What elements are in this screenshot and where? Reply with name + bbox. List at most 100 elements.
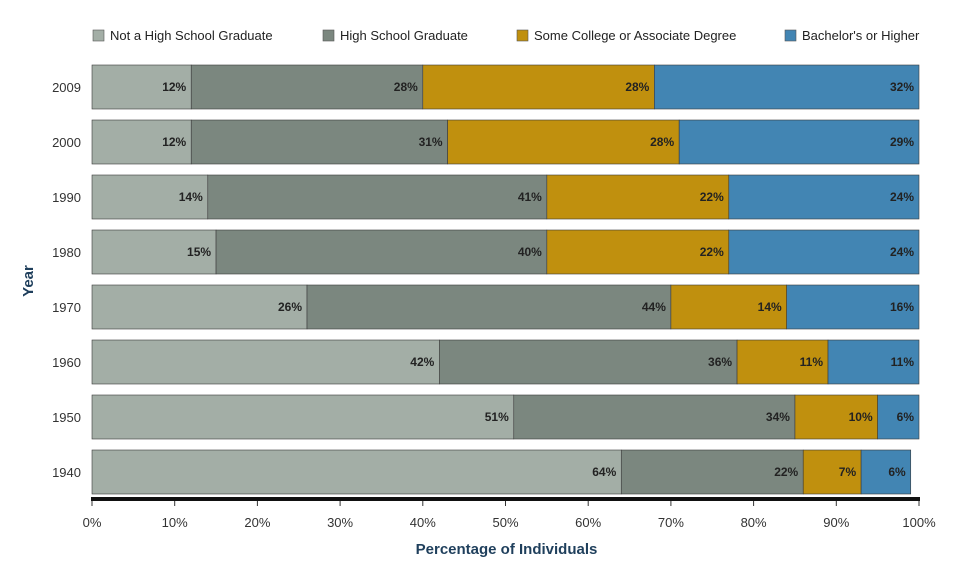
y-tick-label-1950: 1950 <box>52 410 81 425</box>
data-label-1980-not-a-high-school-graduate: 15% <box>187 245 211 259</box>
bar-segment-2009-not-a-high-school-graduate <box>91 64 192 110</box>
bar-row-1990: 14% 41% 22% 24% <box>91 174 920 220</box>
legend-item-bachelor-s-or-higher: Bachelor's or Higher <box>784 28 920 43</box>
y-tick-label-1970: 1970 <box>52 300 81 315</box>
data-label-1970-bachelor-s-or-higher: 16% <box>890 300 914 314</box>
bar-segment-1980-not-a-high-school-graduate <box>91 229 217 275</box>
legend-label: Bachelor's or Higher <box>802 28 920 43</box>
legend-item-high-school-graduate: High School Graduate <box>322 28 468 43</box>
data-label-1960-bachelor-s-or-higher: 11% <box>891 355 915 369</box>
y-tick-label-2009: 2009 <box>52 80 81 95</box>
y-axis-title: Year <box>20 265 37 297</box>
bar-segment-1940-bachelor-s-or-higher <box>860 449 912 495</box>
bar-segment-1940-not-a-high-school-graduate <box>91 449 622 495</box>
x-tick-label: 70% <box>658 515 684 530</box>
data-label-1950-not-a-high-school-graduate: 51% <box>485 410 509 424</box>
legend-swatch <box>516 29 529 42</box>
bar-segment-2000-bachelor-s-or-higher <box>678 119 920 165</box>
bar-row-1970: 26% 44% 14% 16% <box>91 284 920 330</box>
bar-segment-1990-some-college-or-associate-degree <box>546 174 730 220</box>
data-label-1970-high-school-graduate: 44% <box>642 300 666 314</box>
data-label-2000-some-college-or-associate-degree: 28% <box>650 135 674 149</box>
bar-segment-1960-bachelor-s-or-higher <box>827 339 920 385</box>
x-tick-label: 50% <box>492 515 518 530</box>
data-label-1990-not-a-high-school-graduate: 14% <box>179 190 203 204</box>
data-label-2009-not-a-high-school-graduate: 12% <box>162 80 186 94</box>
legend-label: Not a High School Graduate <box>110 28 273 43</box>
y-tick-label-1940: 1940 <box>52 465 81 480</box>
x-tick-label: 20% <box>244 515 270 530</box>
bar-segment-2000-some-college-or-associate-degree <box>447 119 680 165</box>
data-label-1960-some-college-or-associate-degree: 11% <box>800 355 824 369</box>
bar-row-2000: 12% 31% 28% 29% <box>91 119 920 165</box>
data-label-1990-bachelor-s-or-higher: 24% <box>890 190 914 204</box>
bar-segment-1950-some-college-or-associate-degree <box>794 394 878 440</box>
data-label-1990-some-college-or-associate-degree: 22% <box>700 190 724 204</box>
bar-segment-1970-high-school-graduate <box>306 284 672 330</box>
data-label-2000-not-a-high-school-graduate: 12% <box>162 135 186 149</box>
x-tick-label: 100% <box>902 515 936 530</box>
bar-row-1940: 64% 22% 7% 6% <box>91 449 912 495</box>
legend-label: High School Graduate <box>340 28 468 43</box>
bar-segment-2000-not-a-high-school-graduate <box>91 119 192 165</box>
data-label-1950-some-college-or-associate-degree: 10% <box>849 410 873 424</box>
x-tick-label: 80% <box>741 515 767 530</box>
legend-item-some-college-or-associate-degree: Some College or Associate Degree <box>516 28 736 43</box>
bar-segment-1940-some-college-or-associate-degree <box>802 449 862 495</box>
bar-segment-2009-bachelor-s-or-higher <box>654 64 920 110</box>
data-label-1940-bachelor-s-or-higher: 6% <box>888 465 906 479</box>
bar-row-1980: 15% 40% 22% 24% <box>91 229 920 275</box>
bar-segment-2009-some-college-or-associate-degree <box>422 64 655 110</box>
bar-segment-1950-high-school-graduate <box>513 394 796 440</box>
bar-segment-1960-not-a-high-school-graduate <box>91 339 440 385</box>
data-label-2000-high-school-graduate: 31% <box>419 135 443 149</box>
bar-segment-1970-some-college-or-associate-degree <box>670 284 787 330</box>
data-label-1950-bachelor-s-or-higher: 6% <box>897 410 915 424</box>
bar-segment-1980-some-college-or-associate-degree <box>546 229 730 275</box>
legend-item-not-a-high-school-graduate: Not a High School Graduate <box>92 28 273 43</box>
data-label-1980-some-college-or-associate-degree: 22% <box>700 245 724 259</box>
x-tick-label: 10% <box>162 515 188 530</box>
bar-segment-1990-high-school-graduate <box>207 174 548 220</box>
bar-segment-1950-bachelor-s-or-higher <box>877 394 920 440</box>
bar-segment-1980-bachelor-s-or-higher <box>728 229 920 275</box>
bar-row-1960: 42% 36% 11% 11% <box>91 339 920 385</box>
y-tick-label-1980: 1980 <box>52 245 81 260</box>
data-label-1980-high-school-graduate: 40% <box>518 245 542 259</box>
bar-segment-1970-bachelor-s-or-higher <box>786 284 920 330</box>
bar-row-2009: 12% 28% 28% 32% <box>91 64 920 110</box>
y-axis-ticks: 2009 2000 1990 1980 1970 1960 1950 1940 <box>52 80 81 480</box>
data-label-1940-not-a-high-school-graduate: 64% <box>592 465 616 479</box>
bar-segment-1960-high-school-graduate <box>439 339 738 385</box>
bar-segment-1950-not-a-high-school-graduate <box>91 394 515 440</box>
bar-segment-2000-high-school-graduate <box>190 119 448 165</box>
data-label-2009-high-school-graduate: 28% <box>394 80 418 94</box>
bar-row-1950: 51% 34% 10% 6% <box>91 394 920 440</box>
y-tick-label-1960: 1960 <box>52 355 81 370</box>
legend: Not a High School Graduate High School Gr… <box>92 28 920 43</box>
bar-segment-1980-high-school-graduate <box>215 229 548 275</box>
x-tick-label: 40% <box>410 515 436 530</box>
legend-swatch <box>322 29 335 42</box>
x-tick-label: 60% <box>575 515 601 530</box>
y-tick-label-1990: 1990 <box>52 190 81 205</box>
data-label-1960-not-a-high-school-graduate: 42% <box>410 355 434 369</box>
legend-label: Some College or Associate Degree <box>534 28 736 43</box>
data-label-1950-high-school-graduate: 34% <box>766 410 790 424</box>
x-tick-label: 30% <box>327 515 353 530</box>
data-label-1980-bachelor-s-or-higher: 24% <box>890 245 914 259</box>
y-tick-label-2000: 2000 <box>52 135 81 150</box>
data-label-1970-not-a-high-school-graduate: 26% <box>278 300 302 314</box>
data-label-1970-some-college-or-associate-degree: 14% <box>758 300 782 314</box>
data-label-1940-high-school-graduate: 22% <box>774 465 798 479</box>
data-label-2000-bachelor-s-or-higher: 29% <box>890 135 914 149</box>
data-label-1960-high-school-graduate: 36% <box>708 355 732 369</box>
bar-segment-1970-not-a-high-school-graduate <box>91 284 308 330</box>
data-label-1940-some-college-or-associate-degree: 7% <box>839 465 857 479</box>
bar-segment-1990-bachelor-s-or-higher <box>728 174 920 220</box>
bar-segment-1990-not-a-high-school-graduate <box>91 174 209 220</box>
data-label-1990-high-school-graduate: 41% <box>518 190 542 204</box>
legend-swatch <box>784 29 797 42</box>
bar-segment-2009-high-school-graduate <box>190 64 424 110</box>
